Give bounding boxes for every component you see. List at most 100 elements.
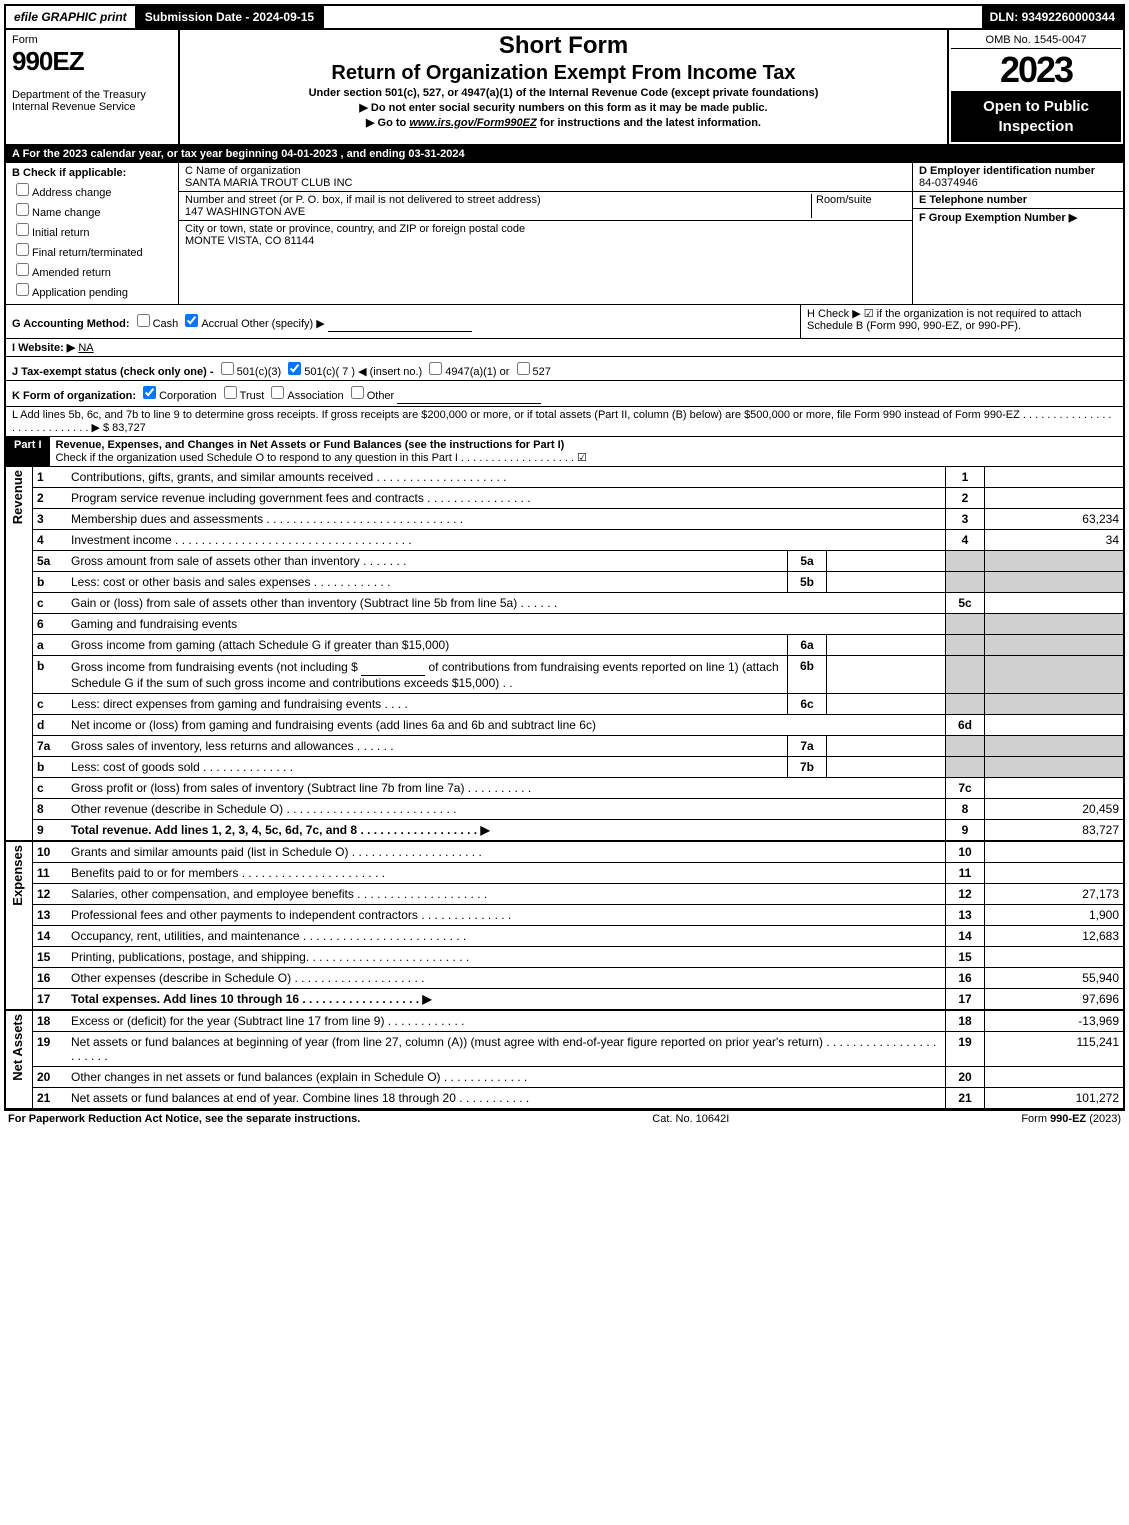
gross-receipts-value: 83,727 <box>112 422 146 434</box>
part-i-header: Part I Revenue, Expenses, and Changes in… <box>4 437 1125 467</box>
chk-cash[interactable]: Cash <box>133 318 179 330</box>
line-19-amount: 115,241 <box>985 1032 1125 1067</box>
chk-501c3[interactable]: 501(c)(3) <box>217 366 282 378</box>
chk-final-return[interactable]: Final return/terminated <box>12 240 172 259</box>
page-footer: For Paperwork Reduction Act Notice, see … <box>4 1110 1125 1127</box>
omb-number: OMB No. 1545-0047 <box>951 32 1121 49</box>
line-20-amount <box>985 1067 1125 1088</box>
title-return: Return of Organization Exempt From Incom… <box>186 62 941 85</box>
part-i-label: Part I <box>6 437 50 466</box>
header-right: OMB No. 1545-0047 2023 Open to Public In… <box>947 30 1123 144</box>
chk-address-change[interactable]: Address change <box>12 180 172 199</box>
line-11-amount <box>985 863 1125 884</box>
line-5a-sub <box>827 551 946 572</box>
line-7a-sub <box>827 736 946 757</box>
line-3-amount: 63,234 <box>985 509 1125 530</box>
line-10-desc: Grants and similar amounts paid (list in… <box>67 841 946 863</box>
side-expenses: Expenses <box>10 845 25 906</box>
chk-501c[interactable]: 501(c)( 7 ) ◀ (insert no.) <box>284 366 422 378</box>
irs-label: Internal Revenue Service <box>12 101 172 113</box>
line-18-desc: Excess or (deficit) for the year (Subtra… <box>67 1010 946 1032</box>
c-street-label: Number and street (or P. O. box, if mail… <box>185 194 541 206</box>
line-15-amount <box>985 947 1125 968</box>
line-19-desc: Net assets or fund balances at beginning… <box>67 1032 946 1067</box>
k-other-input[interactable] <box>397 389 541 404</box>
line-4-desc: Investment income . . . . . . . . . . . … <box>67 530 946 551</box>
col-c-org-info: C Name of organization SANTA MARIA TROUT… <box>179 163 912 304</box>
line-15-desc: Printing, publications, postage, and shi… <box>67 947 946 968</box>
chk-527[interactable]: 527 <box>513 366 551 378</box>
line-6b-desc: Gross income from fundraising events (no… <box>67 656 788 694</box>
g-other-input[interactable] <box>328 317 472 332</box>
goto-line: ▶ Go to www.irs.gov/Form990EZ for instru… <box>186 116 941 129</box>
chk-application-pending[interactable]: Application pending <box>12 280 172 299</box>
chk-initial-return[interactable]: Initial return <box>12 220 172 239</box>
line-16-amount: 55,940 <box>985 968 1125 989</box>
line-6c-desc: Less: direct expenses from gaming and fu… <box>67 694 788 715</box>
line-7b-desc: Less: cost of goods sold . . . . . . . .… <box>67 757 788 778</box>
chk-amended-return[interactable]: Amended return <box>12 260 172 279</box>
line-7b-sub <box>827 757 946 778</box>
subtitle: Under section 501(c), 527, or 4947(a)(1)… <box>186 87 941 99</box>
col-b-check-applicable: B Check if applicable: Address change Na… <box>6 163 179 304</box>
h-schedule-b: H Check ▶ ☑ if the organization is not r… <box>800 305 1123 338</box>
dept-treasury: Department of the Treasury <box>12 89 172 101</box>
footer-cat-no: Cat. No. 10642I <box>652 1113 729 1125</box>
website-value: NA <box>78 342 93 354</box>
part-i-title: Revenue, Expenses, and Changes in Net As… <box>56 439 565 451</box>
title-short-form: Short Form <box>186 32 941 60</box>
line-6d-desc: Net income or (loss) from gaming and fun… <box>67 715 946 736</box>
section-bcde: B Check if applicable: Address change Na… <box>4 163 1125 305</box>
submission-date: Submission Date - 2024-09-15 <box>137 6 324 28</box>
line-14-amount: 12,683 <box>985 926 1125 947</box>
chk-corporation[interactable]: Corporation <box>139 390 216 402</box>
line-2-amount <box>985 488 1125 509</box>
header-left: Form 990EZ Department of the Treasury In… <box>6 30 180 144</box>
line-17-desc: Total expenses. Add lines 10 through 16 … <box>67 989 946 1011</box>
ssn-warning: ▶ Do not enter social security numbers o… <box>186 101 941 114</box>
side-net-assets: Net Assets <box>10 1014 25 1081</box>
tax-year: 2023 <box>951 49 1121 91</box>
line-20-desc: Other changes in net assets or fund bala… <box>67 1067 946 1088</box>
g-other: Other (specify) ▶ <box>241 318 325 330</box>
line-6b-sub <box>827 656 946 694</box>
line-13-desc: Professional fees and other payments to … <box>67 905 946 926</box>
irs-link[interactable]: www.irs.gov/Form990EZ <box>409 117 536 129</box>
top-bar: efile GRAPHIC print Submission Date - 20… <box>4 4 1125 30</box>
line-18-amount: -13,969 <box>985 1010 1125 1032</box>
line-21-amount: 101,272 <box>985 1088 1125 1110</box>
form-header: Form 990EZ Department of the Treasury In… <box>4 30 1125 146</box>
part-i-check: Check if the organization used Schedule … <box>56 452 587 464</box>
line-7a-desc: Gross sales of inventory, less returns a… <box>67 736 788 757</box>
line-21-desc: Net assets or fund balances at end of ye… <box>67 1088 946 1110</box>
col-def: D Employer identification number 84-0374… <box>912 163 1123 304</box>
line-6c-sub <box>827 694 946 715</box>
line-4-amount: 34 <box>985 530 1125 551</box>
line-14-desc: Occupancy, rent, utilities, and maintena… <box>67 926 946 947</box>
ein-value: 84-0374946 <box>919 177 978 189</box>
line-5c-desc: Gain or (loss) from sale of assets other… <box>67 593 946 614</box>
chk-4947[interactable]: 4947(a)(1) or <box>425 366 509 378</box>
org-name: SANTA MARIA TROUT CLUB INC <box>185 177 352 189</box>
line-7c-desc: Gross profit or (loss) from sales of inv… <box>67 778 946 799</box>
chk-name-change[interactable]: Name change <box>12 200 172 219</box>
line-12-amount: 27,173 <box>985 884 1125 905</box>
g-label: G Accounting Method: <box>12 318 130 330</box>
row-k-form-org: K Form of organization: Corporation Trus… <box>4 381 1125 407</box>
dln: DLN: 93492260000344 <box>982 6 1123 28</box>
form-number: 990EZ <box>12 46 172 77</box>
line-11-desc: Benefits paid to or for members . . . . … <box>67 863 946 884</box>
d-ein-label: D Employer identification number <box>919 165 1095 177</box>
line-5c-amount <box>985 593 1125 614</box>
chk-association[interactable]: Association <box>267 390 343 402</box>
line-3-desc: Membership dues and assessments . . . . … <box>67 509 946 530</box>
chk-other-org[interactable]: Other <box>347 390 395 402</box>
chk-accrual[interactable]: Accrual <box>181 318 238 330</box>
line-5b-sub <box>827 572 946 593</box>
line-10-amount <box>985 841 1125 863</box>
efile-label[interactable]: efile GRAPHIC print <box>6 6 137 28</box>
line-2-desc: Program service revenue including govern… <box>67 488 946 509</box>
line-12-desc: Salaries, other compensation, and employ… <box>67 884 946 905</box>
chk-trust[interactable]: Trust <box>220 390 265 402</box>
line-6b-contrib-input[interactable] <box>361 659 425 676</box>
